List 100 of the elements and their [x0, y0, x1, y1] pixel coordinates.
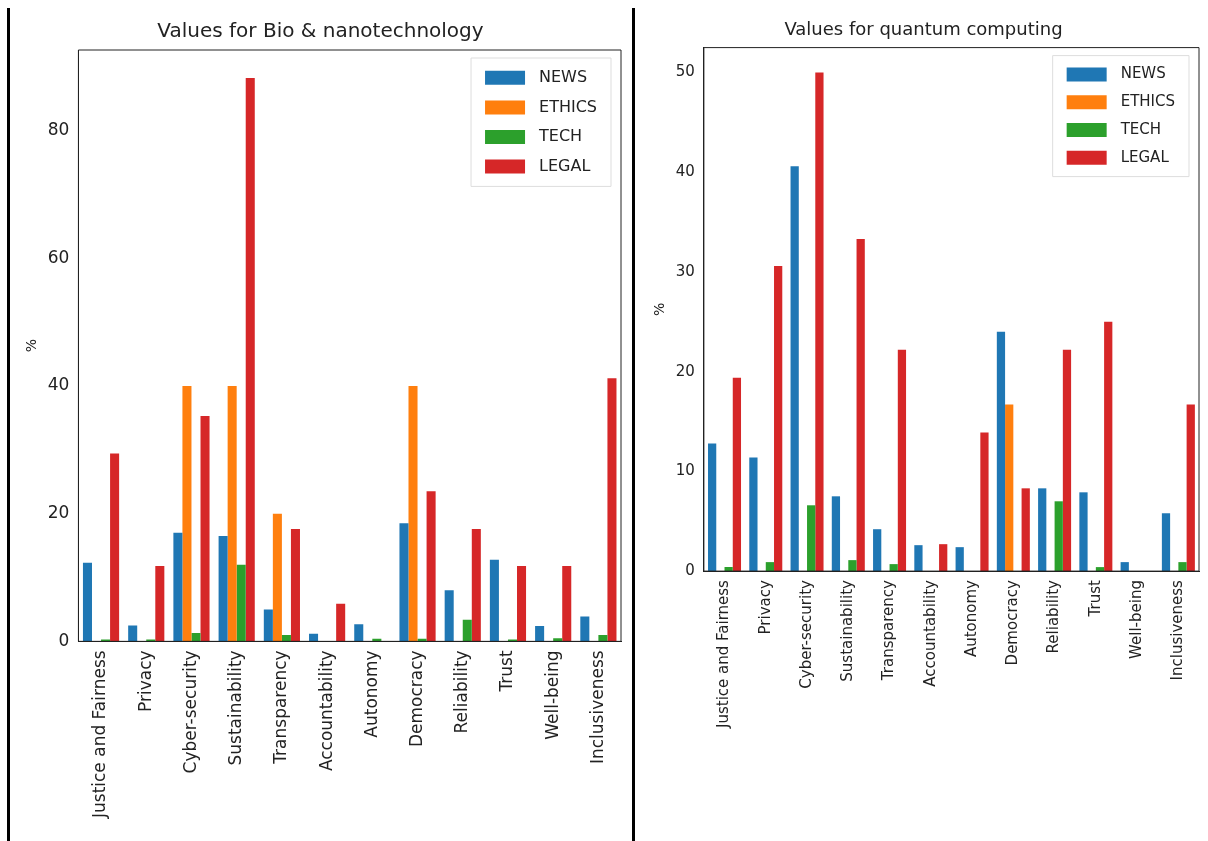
bar — [489, 559, 499, 642]
y-axis-title: % — [651, 302, 668, 316]
x-tick-label: Accountability — [920, 579, 939, 687]
bar — [1186, 404, 1195, 572]
x-tick-label: Trust — [1085, 579, 1104, 618]
y-tick-label: 50 — [675, 62, 695, 81]
bar — [263, 609, 273, 642]
bar — [227, 385, 237, 642]
x-tick-label: Transparency — [879, 579, 898, 682]
y-tick-label: 60 — [47, 246, 70, 267]
bar — [354, 624, 364, 642]
legend-label: LEGAL — [1120, 147, 1170, 166]
legend-label: TECH — [538, 126, 583, 146]
y-tick-label: 30 — [675, 261, 695, 280]
x-tick-label: Inclusiveness — [586, 650, 607, 765]
bar — [1079, 492, 1088, 572]
bar — [1054, 501, 1063, 572]
x-tick-label: Democracy — [405, 650, 426, 748]
bar — [1178, 562, 1187, 572]
x-tick-label: Trust — [496, 650, 517, 693]
bar — [996, 331, 1006, 572]
legend-label: NEWS — [539, 66, 588, 86]
bar — [831, 496, 841, 572]
legend-label: LEGAL — [539, 155, 591, 175]
bar — [426, 491, 436, 642]
x-tick-label: Well-being — [541, 650, 562, 740]
bar — [897, 349, 907, 572]
y-tick-label: 20 — [675, 361, 695, 380]
legend-label: ETHICS — [539, 96, 598, 116]
x-tick-label: Well-being — [1127, 580, 1145, 659]
bar — [336, 603, 346, 642]
bar — [236, 564, 246, 642]
x-tick-label: Sustainability — [838, 579, 857, 682]
x-tick-label: Democracy — [1003, 579, 1022, 666]
legend-label: NEWS — [1120, 64, 1166, 83]
bar — [1161, 513, 1171, 572]
bar — [562, 566, 572, 642]
bar — [182, 385, 192, 642]
y-tick-label: 40 — [675, 162, 695, 181]
y-tick-label: 20 — [47, 502, 70, 523]
bar — [535, 626, 545, 642]
bar — [155, 566, 165, 642]
x-tick-label: Cyber-security — [796, 579, 815, 689]
bar — [191, 633, 201, 642]
bar — [309, 633, 319, 642]
bar — [218, 536, 228, 642]
x-tick-label: Privacy — [755, 579, 774, 635]
bar — [732, 377, 742, 572]
bar — [848, 560, 857, 572]
y-tick-label: 0 — [58, 629, 70, 650]
bar — [471, 528, 481, 642]
x-tick-label: Inclusiveness — [1168, 579, 1187, 681]
x-tick-label: Justice and Fairness — [714, 579, 733, 729]
bar — [245, 78, 255, 642]
bar — [173, 532, 183, 642]
x-tick-label: Autonomy — [961, 579, 980, 658]
x-tick-label: Cyber-security — [179, 650, 200, 774]
bar — [790, 166, 799, 572]
bar — [399, 523, 409, 642]
bar — [939, 544, 948, 572]
x-tick-label: Transparency — [270, 650, 291, 765]
bar — [914, 545, 923, 572]
bar — [517, 566, 527, 642]
bar — [815, 72, 824, 572]
bar — [873, 529, 882, 572]
y-tick-label: 80 — [47, 118, 70, 139]
bar — [598, 634, 608, 642]
bar — [708, 443, 717, 572]
bar — [444, 590, 454, 642]
x-tick-label: Reliability — [1044, 579, 1063, 654]
bar — [408, 385, 418, 642]
x-tick-label: Autonomy — [360, 650, 381, 738]
bar — [128, 625, 138, 642]
x-tick-label: Sustainability — [225, 650, 246, 766]
bar — [1038, 488, 1047, 572]
bar — [955, 547, 964, 572]
x-tick-label: Reliability — [451, 650, 472, 734]
bar — [1021, 488, 1030, 572]
y-tick-label: 40 — [47, 374, 70, 395]
bar — [110, 453, 120, 642]
x-tick-label: Privacy — [134, 650, 155, 712]
bar — [1104, 321, 1113, 572]
bar — [553, 638, 563, 642]
bar — [1005, 404, 1014, 572]
chart-title: Values for Bio & nanotechnology — [157, 18, 484, 43]
bar — [580, 616, 590, 642]
bar — [290, 528, 300, 642]
bar — [82, 562, 92, 642]
bar — [807, 505, 816, 572]
bar — [462, 619, 472, 642]
bar — [980, 432, 989, 572]
x-tick-label: Justice and Fairness — [89, 650, 110, 820]
bar — [774, 265, 783, 572]
bar — [749, 457, 758, 572]
bar — [272, 513, 282, 642]
y-axis-title: % — [23, 339, 40, 353]
bar — [281, 634, 291, 642]
x-tick-label: Accountability — [315, 650, 336, 772]
bar — [200, 415, 210, 642]
y-tick-label: 0 — [685, 560, 695, 579]
